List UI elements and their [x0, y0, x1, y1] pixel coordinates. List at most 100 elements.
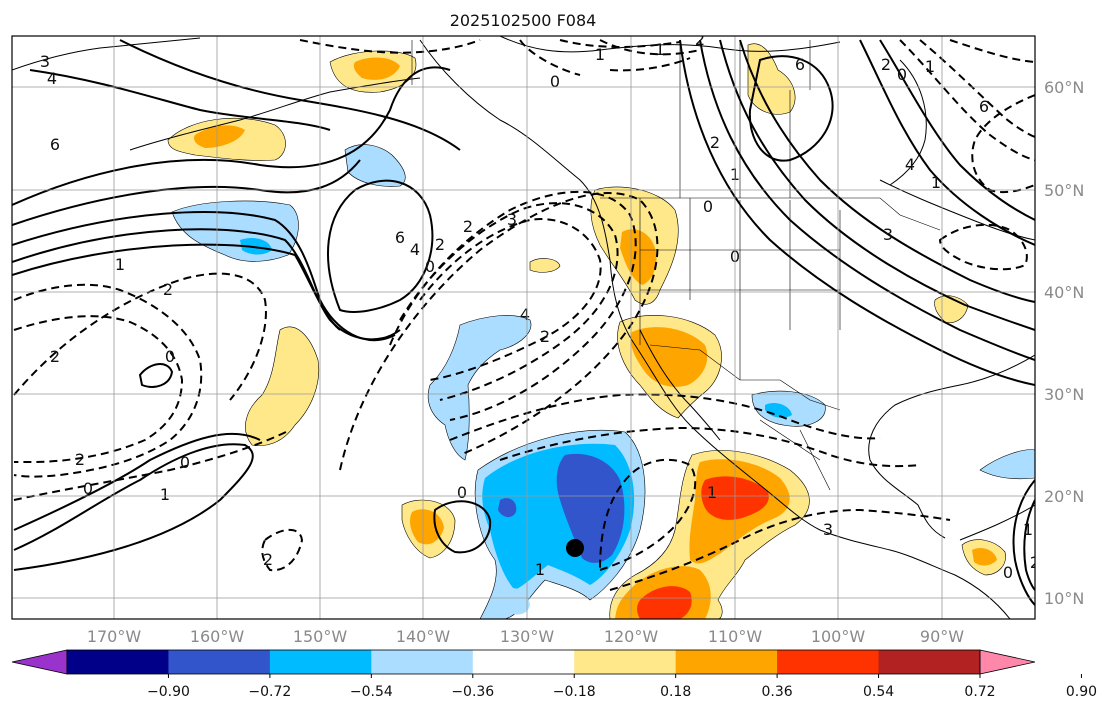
- anomaly-region-bering-core: [194, 125, 245, 148]
- latitude-label: 40°N: [1044, 283, 1084, 302]
- contour-label: 0: [457, 483, 467, 502]
- contour-label: 0: [550, 72, 560, 91]
- contour-label: 0: [425, 257, 435, 276]
- contour-label: 0: [83, 479, 93, 498]
- coastline-hudson: [889, 59, 927, 186]
- contour-label: 2: [881, 55, 891, 74]
- contour-label: 2: [50, 347, 60, 366]
- contour-label: 1: [535, 560, 545, 579]
- border-mexico-states: [759, 419, 831, 491]
- colorbar-tick-label: 0.36: [762, 684, 793, 700]
- contour-solid: [748, 55, 834, 162]
- contour-label: 2: [163, 280, 173, 299]
- contour-label: 6: [979, 97, 989, 116]
- contour-dashed: [609, 508, 951, 591]
- contour-dashed: [261, 528, 304, 572]
- anomaly-region-gulf-east: [979, 449, 1035, 480]
- contour-label: 6: [395, 228, 405, 247]
- anomaly-region-southwest-us-core: [630, 327, 708, 387]
- contour-label: 2: [75, 450, 85, 469]
- contour-label: 4: [47, 69, 57, 88]
- longitude-label: 90°W: [920, 627, 964, 646]
- longitude-labels: 170°W 160°W 150°W 140°W 130°W 120°W 110°W 100°W…: [87, 627, 964, 646]
- colorbar-tick-labels: −0.90 −0.72 −0.54 −0.36 −0.18 0.18 0.36 0.54 0.7…: [147, 674, 1097, 700]
- longitude-label: 170°W: [87, 627, 142, 646]
- coastline-central-america: [959, 504, 1035, 541]
- contour-solid: [699, 39, 1035, 361]
- contour-label: 2: [463, 217, 473, 236]
- longitude-label: 150°W: [293, 627, 348, 646]
- contour-solid: [719, 39, 1035, 331]
- contour-label: 1: [1023, 520, 1033, 539]
- contour-solid: [119, 39, 461, 151]
- anomaly-region-small-warm: [529, 258, 561, 273]
- contour-label: 2: [1030, 553, 1040, 572]
- contour-label: 1: [655, 40, 665, 59]
- contour-label: 4: [410, 240, 420, 259]
- colorbar-tick-label: 0.18: [660, 684, 691, 700]
- longitude-label: 130°W: [500, 627, 555, 646]
- border-us-mexico: [649, 344, 841, 411]
- contour-dashed: [419, 218, 602, 381]
- anomaly-region-pacific-northwest-core: [620, 229, 657, 285]
- longitude-label: 100°W: [811, 627, 866, 646]
- contour-solid: [433, 500, 492, 554]
- latitude-labels: 60°N 50°N 40°N 30°N 20°N 10°N: [1044, 78, 1084, 608]
- colorbar-tick-label: −0.90: [147, 684, 190, 700]
- contour-label: 3: [883, 225, 893, 244]
- contour-label: 1: [925, 57, 935, 76]
- latitude-label: 60°N: [1044, 78, 1084, 97]
- anomaly-region-east-pacific-strong: [556, 453, 625, 563]
- contour-solid: [13, 432, 261, 531]
- contour-solid: [1012, 479, 1035, 606]
- longitude-label: 160°W: [190, 627, 245, 646]
- latitude-label: 30°N: [1044, 385, 1084, 404]
- gridlines: [12, 36, 1035, 619]
- colorbar-segment: [269, 650, 372, 674]
- latitude-label: 10°N: [1044, 589, 1084, 608]
- height-contours-dashed: [13, 39, 1035, 591]
- contour-label: 4: [905, 155, 915, 174]
- latitude-label: 20°N: [1044, 487, 1084, 506]
- contour-label: 1: [115, 255, 125, 274]
- coastline-gulf: [868, 354, 1035, 539]
- colorbar-segment: [472, 650, 575, 674]
- contour-label: 3: [823, 520, 833, 539]
- colorbar-segment: [878, 650, 981, 674]
- contour-solid: [859, 39, 1035, 246]
- contour-dashed: [899, 39, 1035, 161]
- colorbar-tick-label: −0.54: [350, 684, 393, 700]
- colorbar-segment: [574, 650, 677, 674]
- colorbar-segment: [777, 650, 880, 674]
- political-borders: [411, 40, 941, 491]
- contour-dashed: [13, 315, 184, 463]
- anomaly-region-mexico-coast: [751, 390, 826, 427]
- map-frame: [11, 35, 1036, 620]
- contour-label: 1: [595, 45, 605, 64]
- contour-label: 0: [165, 347, 175, 366]
- contour-dashed: [919, 39, 1035, 138]
- contour-label: 1: [160, 485, 170, 504]
- contour-label: 4: [520, 305, 530, 324]
- anomaly-region-south-pacific: [505, 588, 530, 615]
- colorbar-tick-label: 0.72: [964, 684, 995, 700]
- coastline-alaska-south: [129, 77, 421, 151]
- colorbar-tick-label: 0.54: [863, 684, 894, 700]
- colorbar-extend-low: [11, 649, 68, 675]
- contour-dashed: [13, 283, 203, 478]
- contour-dashed: [13, 429, 291, 501]
- contour-dashed: [299, 39, 481, 54]
- contour-label: 2: [435, 235, 445, 254]
- anomaly-region-mid-pacific-warm: [245, 326, 320, 446]
- contour-label: 0: [180, 453, 190, 472]
- contour-dashed: [449, 393, 881, 441]
- anomaly-region-south-warm-core: [637, 586, 692, 619]
- contour-dashed: [938, 223, 1028, 271]
- colorbar-outline: [66, 649, 981, 675]
- contour-label: 3: [507, 210, 517, 229]
- contour-solid: [12, 159, 361, 226]
- colorbar-tick-label: 0.90: [1066, 684, 1097, 700]
- contour-dashed: [339, 192, 659, 471]
